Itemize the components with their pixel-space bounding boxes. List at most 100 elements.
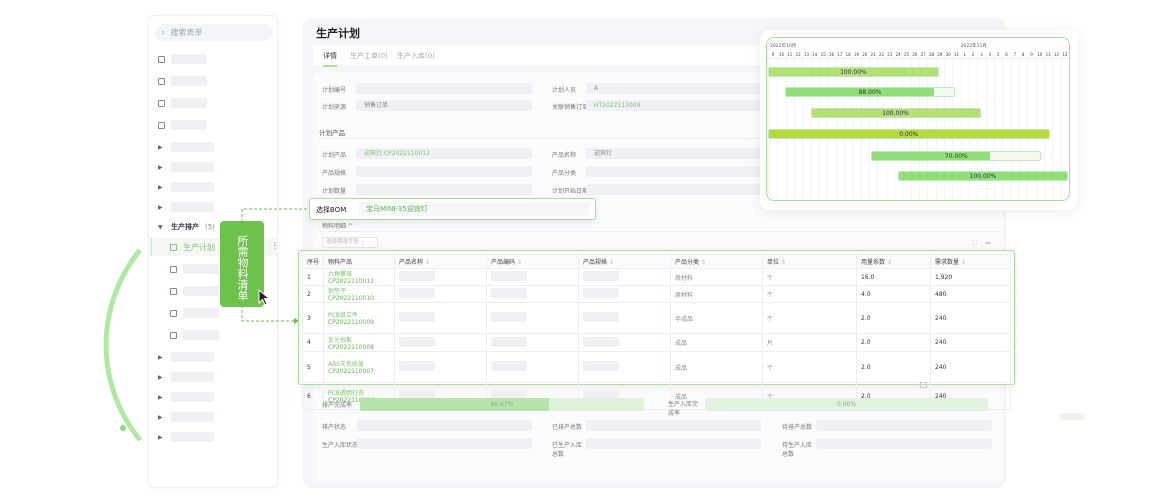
column-header[interactable]: 需求数量 ⇕ [930,254,1011,269]
cell [578,285,671,303]
tab-work-orders[interactable]: 生产工单(0) [350,52,388,60]
column-header[interactable]: 用量系数 ⇕ [856,254,931,269]
bom-select[interactable]: 宝马MINI-35迎宾灯 [359,202,590,216]
label: 排产状态 [322,424,347,431]
tab-details[interactable]: 详情 [323,51,337,67]
gantt-gridline [1060,58,1062,200]
sidebar-item[interactable] [170,329,219,341]
caret-right-icon: ▶ [158,353,163,361]
sort-icon[interactable]: ⇕ [699,259,706,266]
sidebar-group[interactable]: ▶ [158,181,214,193]
coef-cell: 16.0 [856,268,931,286]
field [586,438,761,449]
sidebar-group[interactable]: ▶ [158,411,214,423]
label-qty: 计划数量 [322,188,347,195]
sidebar-item[interactable] [170,285,219,297]
row-number: 2 [302,285,324,303]
divider [319,231,999,232]
column-header[interactable]: 产品名称 ⇕ [394,254,487,269]
sort-icon[interactable]: ⇕ [423,259,430,266]
gantt-day-label: 6 [1005,52,1008,57]
gantt-bar[interactable]: 100.00% [768,67,939,77]
form-icon [170,243,177,251]
sort-icon[interactable]: ⇕ [515,259,522,266]
column-header[interactable]: 产品分类 ⇕ [670,254,763,269]
label: 已排产总数 [552,424,583,431]
sidebar-item[interactable] [158,119,207,131]
sidebar-group-production[interactable]: ▼ 生产排产 (5) [158,223,215,231]
more-icon[interactable]: ⋮ [271,241,279,250]
sidebar-group[interactable]: ▶ [158,431,214,443]
stock-progress-bar: 0.00% [705,398,988,411]
label-sales-order: 关联销售订单 [552,104,589,111]
filter-select[interactable]: 选择筛选字段 ⌄ [322,237,378,248]
sort-icon[interactable]: ⇕ [779,259,786,266]
sidebar-group[interactable]: ▶ [158,351,214,363]
product-link[interactable]: 迎宾灯 CP2022110012 [356,148,532,159]
label-planner: 计划人员 [552,87,577,94]
sidebar-group[interactable]: ▶ [158,371,214,383]
gantt-day-label: 20 [862,52,868,57]
coef-cell: 2.0 [856,333,931,352]
sort-icon[interactable]: ⇕ [885,259,892,266]
category-cell: 成品 [670,351,763,383]
sort-icon[interactable]: ⇕ [959,259,966,266]
gantt-day-label: 22 [878,52,885,57]
material-link[interactable]: 反光挡板 CP2022110008 [323,333,395,352]
sidebar-item[interactable] [170,263,219,275]
material-link[interactable]: 铜垫子 CP2022110010 [323,285,395,303]
sidebar-item-production-plan[interactable]: 生产计划 [170,241,215,253]
label-stock-rate: 生产入库完成率 [668,401,699,417]
label: 待排产总数 [782,424,813,431]
gantt-day-label: 15 [820,52,826,57]
search-icon: ⌕ [161,27,166,37]
column-header[interactable]: 产品编码 ⇕ [486,254,579,269]
search-input[interactable]: ⌕ 搜索表单 [155,24,273,41]
column-header[interactable]: 产品规格 ⇕ [578,254,671,269]
material-link[interactable]: ABS灰色底盖 CP2022110007 [323,351,395,383]
cell [486,333,579,352]
gantt-day-label: 2 [971,52,975,57]
gantt-bar[interactable]: 0.00% [768,129,1050,139]
sales-order-link[interactable]: HT2022113009 [586,100,761,111]
start-date-field [586,184,761,195]
pagination[interactable] [920,382,927,388]
column-header[interactable]: 序号 [302,254,324,269]
sidebar-item[interactable] [158,75,207,87]
column-width-icon[interactable]: ⇹ [985,239,991,247]
table-row: 4 反光挡板 CP2022110008 成品 片 2.0 240 [302,333,1011,352]
row-number: 4 [302,333,324,352]
cell [578,268,671,286]
decorative-arc [103,248,142,442]
material-link[interactable]: PCB组立件 CP2022110009 [323,302,395,334]
sidebar-item[interactable] [158,53,207,65]
column-header[interactable]: 单位 ⇕ [762,254,857,269]
sidebar-group[interactable]: ▶ [158,161,214,173]
gantt-day-label: 28 [928,52,935,57]
material-section[interactable]: 物料明细 ^ [322,223,353,230]
tab-stock-in[interactable]: 生产入库(0) [397,52,435,60]
field [357,420,532,431]
sidebar-item[interactable] [170,307,219,319]
gantt-bar[interactable]: 88.00% [784,87,956,97]
category-cell: 原材料 [670,285,763,303]
divider [319,138,999,139]
gantt-bar[interactable]: 100.00% [810,108,981,118]
row-number: 3 [302,302,324,334]
field [816,420,992,431]
form-icon [170,331,177,339]
form-icon [158,55,165,63]
sidebar-group[interactable]: ▶ [158,141,214,153]
gantt-bar[interactable]: 100.00% [898,171,1068,181]
caret-right-icon: ▶ [158,163,163,171]
column-header[interactable]: 物料产品 [323,254,395,269]
sort-icon[interactable]: ⇕ [607,259,614,266]
sidebar-group[interactable]: ▶ [158,201,214,213]
material-table-panel: 序号 物料产品 产品名称 ⇕ 产品编码 ⇕ 产品规格 ⇕ 产品分类 ⇕ 单位 ⇕ 用量系数 ⇕… [298,250,1015,410]
table-row: 3 PCB组立件 CP2022110009 半成品 个 2.0 240 [302,302,1011,334]
sidebar-item[interactable] [158,97,207,109]
sidebar-group[interactable]: ▶ [158,391,214,403]
material-link[interactable]: 六角螺母 CP2022110011 [323,268,395,286]
gantt-bar[interactable]: 70.00% [871,151,1042,161]
fullscreen-icon[interactable]: ⛶ [972,239,977,247]
